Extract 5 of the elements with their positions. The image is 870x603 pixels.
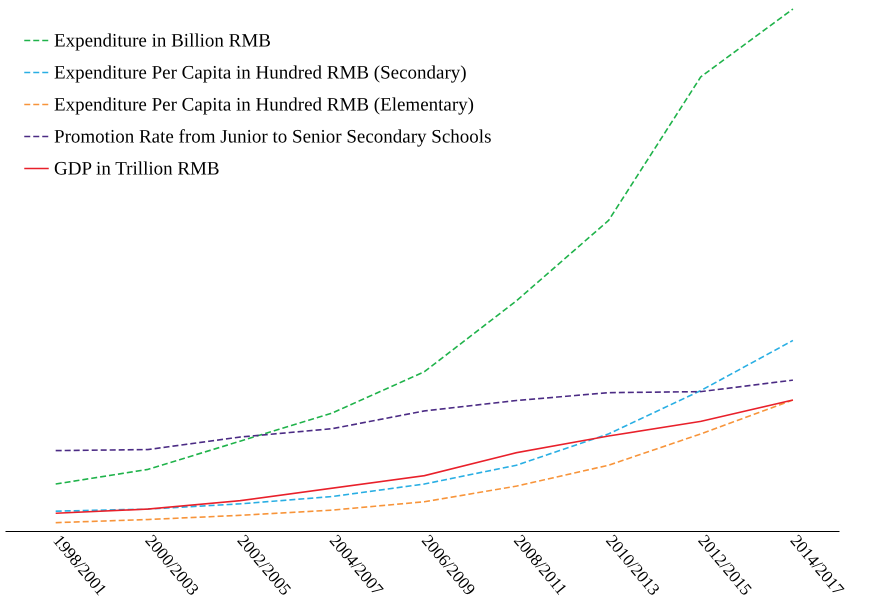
legend-label: Expenditure in Billion RMB [54, 30, 271, 52]
legend-label: Promotion Rate from Junior to Senior Secondary Schools [54, 126, 492, 148]
legend-label: Expenditure Per Capita in Hundred RMB (Secondary) [54, 62, 467, 84]
legend-label: GDP in Trillion RMB [54, 158, 220, 180]
legend-label: Expenditure Per Capita in Hundred RMB (Elementary) [54, 94, 474, 116]
